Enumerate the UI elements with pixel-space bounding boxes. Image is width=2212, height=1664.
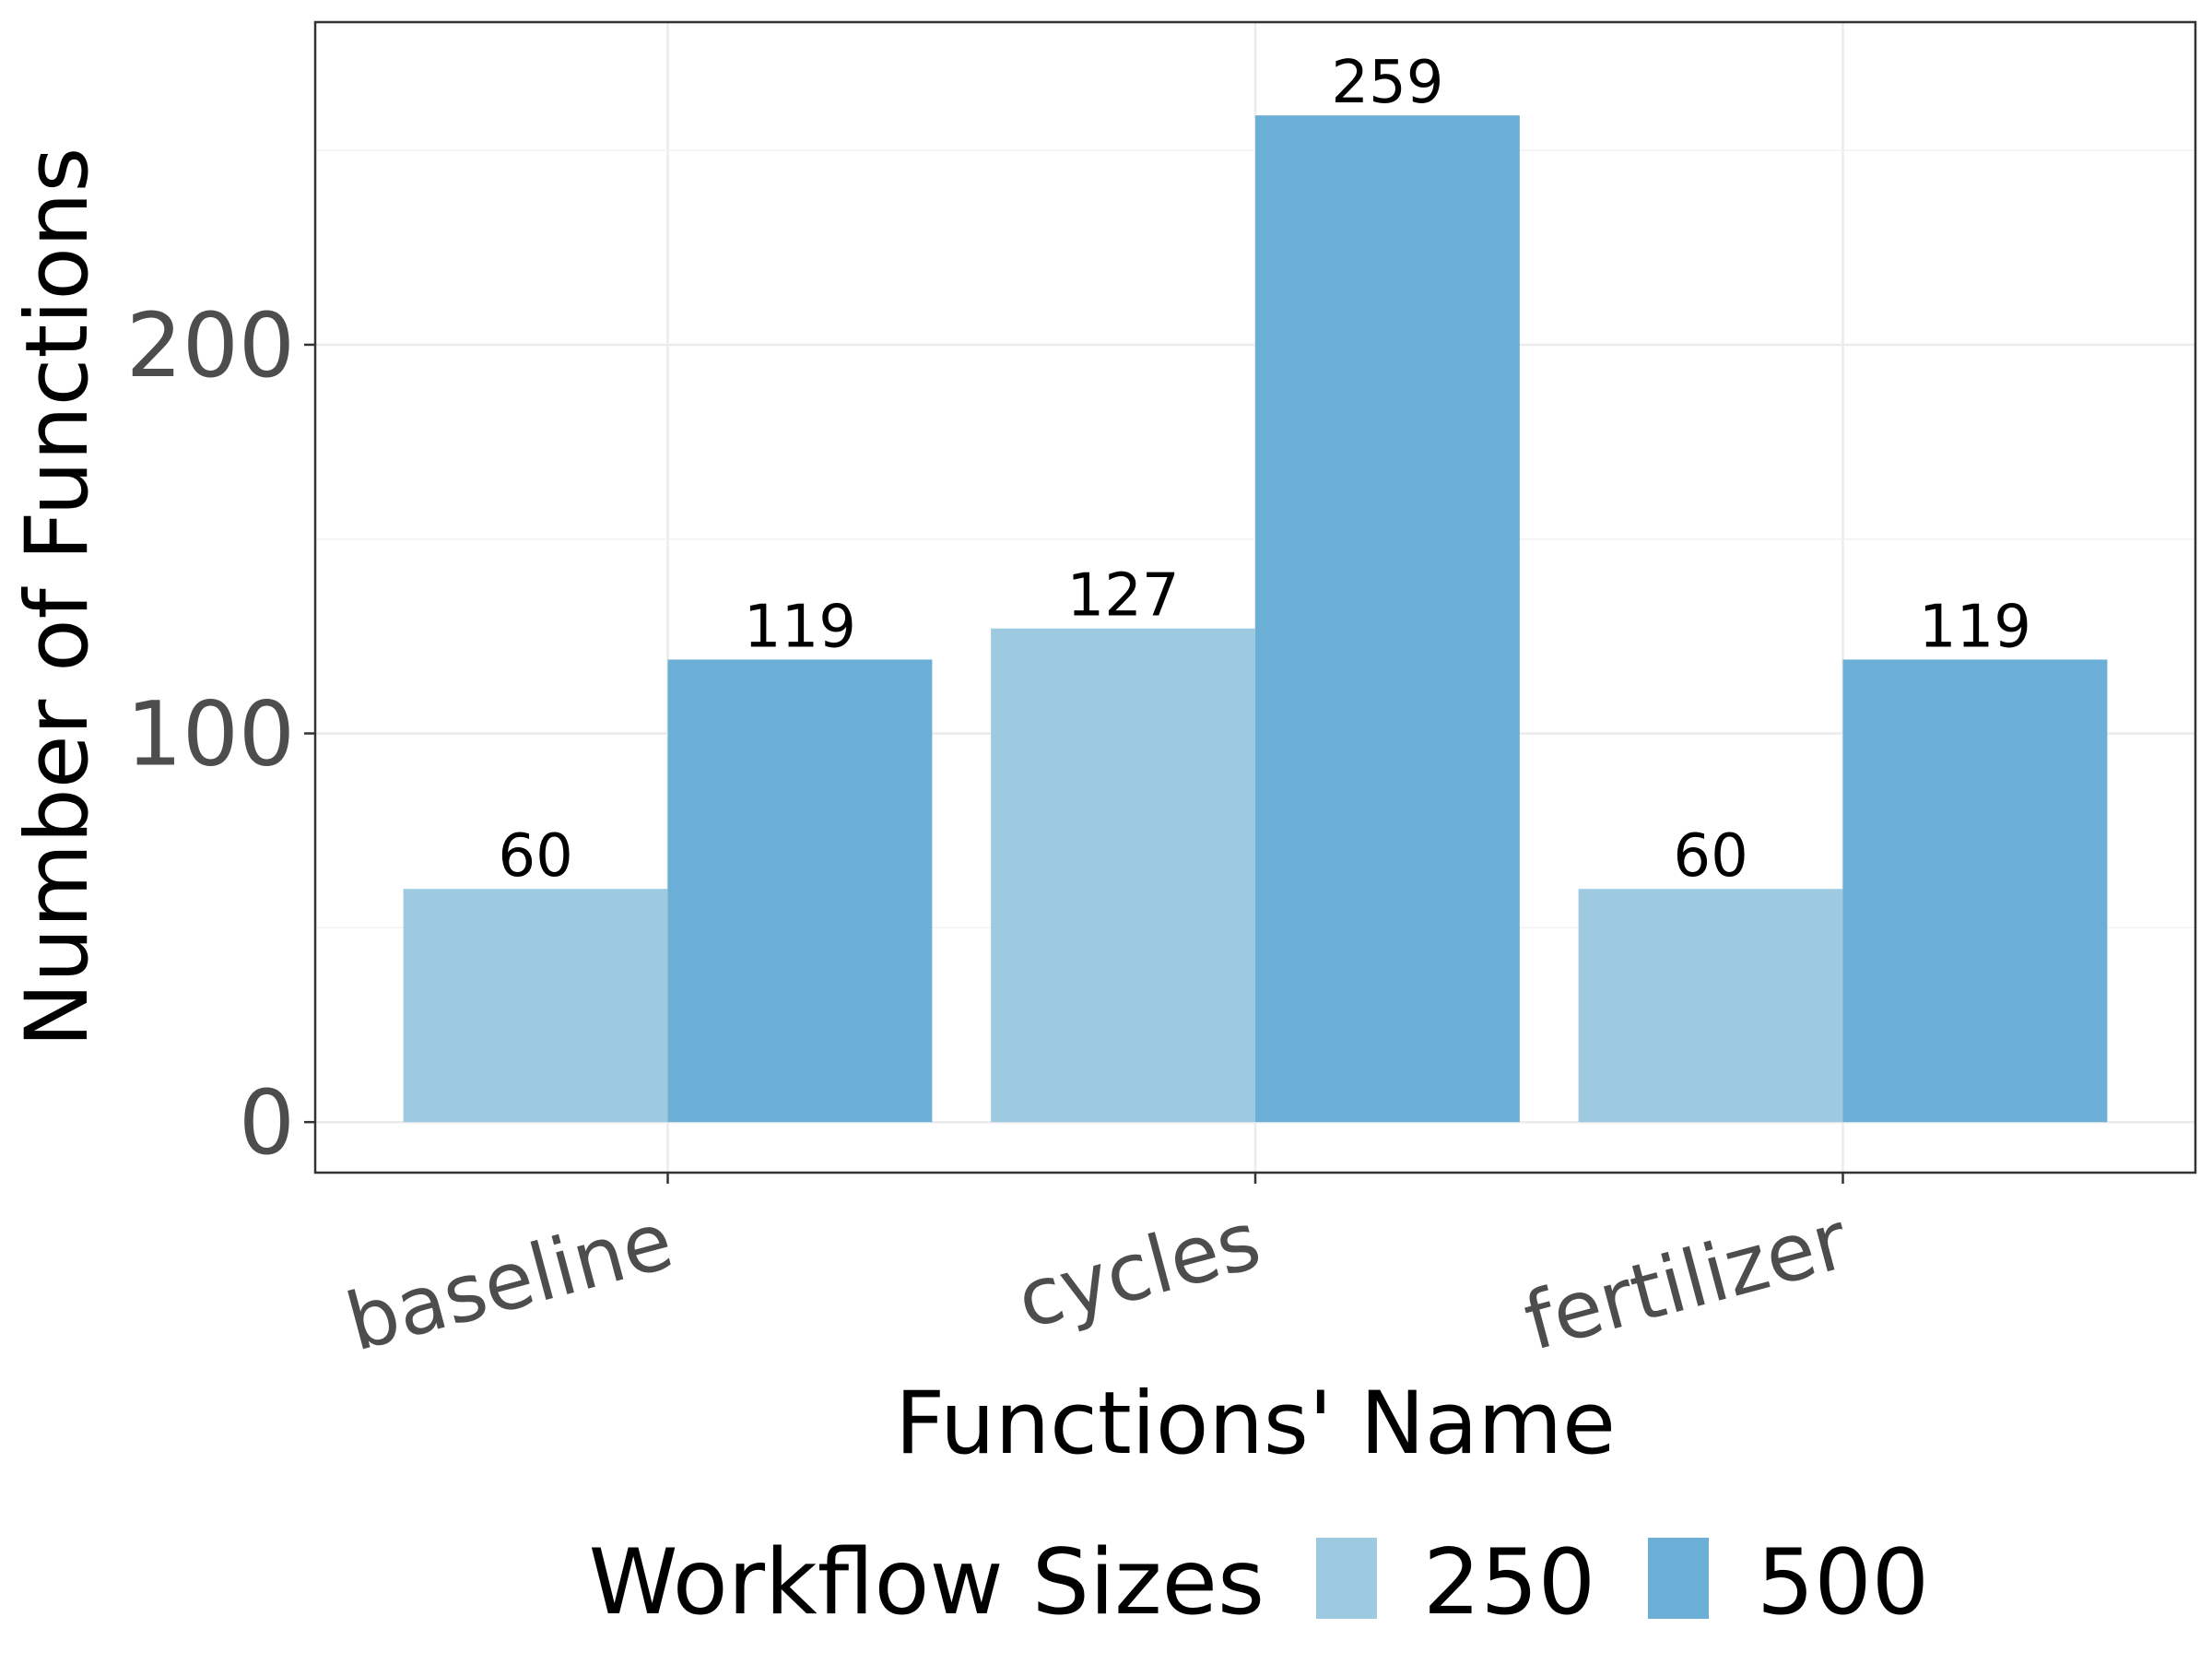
- data-label-cycles-500: 259: [1331, 49, 1443, 117]
- y-axis-ticks: 0 100 200: [126, 294, 315, 1174]
- y-axis-title: Number of Functions: [7, 148, 108, 1048]
- data-label-fertilizer-500: 119: [1919, 593, 2031, 661]
- bar-baseline-500: [667, 659, 933, 1123]
- y-tick-label-100: 100: [126, 683, 295, 786]
- y-tick-label-0: 0: [239, 1071, 295, 1174]
- data-label-baseline-250: 60: [498, 822, 572, 891]
- legend: Workflow Sizes 250 500: [589, 1530, 1929, 1635]
- data-label-baseline-500: 119: [744, 593, 856, 661]
- legend-label-500: 500: [1757, 1530, 1929, 1635]
- bar-fertilizer-250: [1578, 889, 1843, 1123]
- data-labels: 60 127 60 119 259 119: [498, 49, 2031, 891]
- x-axis-ticks: baseline cycles fertilizer: [337, 1173, 1858, 1370]
- legend-swatch-250: [1316, 1538, 1377, 1619]
- legend-label-250: 250: [1423, 1530, 1595, 1635]
- x-tick-label-cycles: cycles: [1008, 1195, 1270, 1348]
- legend-title: Workflow Sizes: [589, 1530, 1265, 1635]
- x-tick-label-fertilizer: fertilizer: [1515, 1195, 1858, 1369]
- bar-cycles-250: [991, 628, 1255, 1123]
- data-label-cycles-250: 127: [1066, 562, 1179, 631]
- x-axis-title: Functions' Name: [895, 1374, 1616, 1474]
- legend-swatch-500: [1648, 1538, 1709, 1619]
- bar-baseline-250: [403, 889, 668, 1123]
- bar-cycles-500: [1255, 115, 1520, 1123]
- bar-fertilizer-500: [1842, 659, 2108, 1123]
- bars: [403, 115, 2108, 1123]
- data-label-fertilizer-250: 60: [1673, 822, 1747, 891]
- y-tick-label-200: 200: [126, 294, 295, 397]
- x-tick-label-baseline: baseline: [337, 1195, 682, 1370]
